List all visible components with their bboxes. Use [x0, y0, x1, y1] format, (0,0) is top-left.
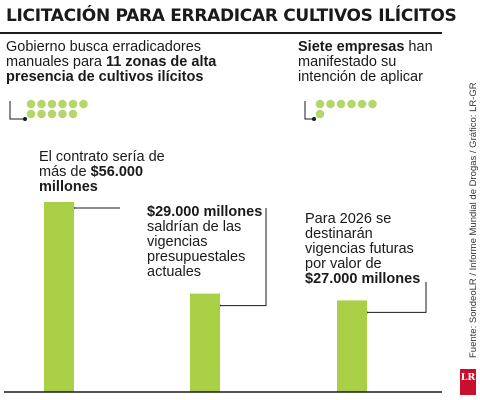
bar-annotation-contract: El contrato sería de más de $56.000 millon…	[39, 150, 165, 195]
text-run: Para 2026 se	[305, 211, 392, 227]
bar	[44, 202, 74, 392]
bracket-dot	[312, 117, 316, 121]
dot-marker	[315, 99, 325, 109]
text-line: destinarán	[305, 227, 420, 242]
dot-marker	[368, 99, 377, 109]
bracket-line	[304, 101, 314, 120]
text-run: por valor de	[305, 256, 382, 272]
leader-line	[365, 282, 427, 313]
text-line: por valor de	[305, 257, 420, 272]
title-divider	[0, 32, 442, 34]
text-line: manifestado su	[298, 55, 433, 70]
text-run: vigencias futuras	[305, 241, 414, 257]
dot-marker	[26, 99, 36, 109]
chart-title: LICITACIÓN PARA ERRADICAR CULTIVOS ILÍCI…	[6, 6, 457, 26]
text-run: han	[404, 39, 433, 55]
text-line: El contrato sería de	[39, 150, 165, 165]
text-run: Gobierno busca erradicadores	[6, 39, 202, 55]
dot-marker	[347, 99, 356, 109]
text-line: $27.000 millones	[305, 272, 420, 287]
bold-text: 11 zonas de alta	[105, 54, 217, 70]
text-line: presupuestales	[147, 250, 262, 265]
text-run: actuales	[147, 264, 202, 280]
source-note: Fuente: SondeoLR / Informe Mundial de Dr…	[468, 82, 479, 358]
bold-text: presencia de cultivos ilícitos	[6, 69, 204, 85]
bold-text: Siete empresas	[298, 39, 405, 55]
text-run: destinarán	[305, 226, 373, 242]
bracket-dot	[23, 117, 27, 121]
text-line: manuales para 11 zonas de alta	[6, 55, 216, 70]
text-run: intención de aplicar	[298, 69, 423, 85]
dot-marker	[326, 99, 335, 109]
text-line: millones	[39, 180, 165, 195]
text-line: vigencias	[147, 235, 262, 250]
bars	[44, 202, 367, 392]
bar-annotation-future-budget: Para 2026 se destinarán vigencias futuras p…	[305, 212, 420, 287]
dot-marker	[58, 109, 67, 119]
bold-text: $27.000 millones	[305, 271, 421, 287]
text-run: vigencias	[147, 234, 208, 250]
zones-text: Gobierno busca erradicadores manuales par…	[6, 40, 216, 85]
leader-line	[218, 208, 267, 307]
bar-annotation-current-budget: $29.000 millones saldrían de las vigencias…	[147, 205, 262, 280]
bar	[190, 293, 220, 392]
text-run: presupuestales	[147, 249, 246, 265]
dot-marker	[37, 99, 46, 109]
text-line: Gobierno busca erradicadores	[6, 40, 216, 55]
bold-text: millones	[39, 179, 98, 195]
text-line: actuales	[147, 265, 262, 280]
dot-marker	[47, 99, 57, 109]
text-line: $29.000 millones	[147, 205, 262, 220]
text-line: Para 2026 se	[305, 212, 420, 227]
dot-marker	[68, 109, 78, 119]
text-line: Siete empresas han	[298, 40, 433, 55]
text-line: saldrían de las	[147, 220, 262, 235]
dot-marker	[79, 99, 88, 109]
text-run: El contrato sería de	[39, 149, 165, 165]
text-run: más de	[39, 164, 91, 180]
dot-marker	[26, 109, 36, 119]
bar	[337, 300, 367, 392]
dot-marker	[357, 99, 367, 109]
dot-marker	[68, 99, 78, 109]
bold-text: $29.000 millones	[147, 204, 263, 220]
dot-marker	[58, 99, 67, 109]
text-line: más de $56.000	[39, 165, 165, 180]
dot-marker	[315, 109, 325, 119]
lr-logo: LR	[460, 369, 476, 395]
dot-marker	[336, 99, 346, 109]
companies-text: Siete empresas han manifestado su intenció…	[298, 40, 433, 85]
text-run: saldrían de las	[147, 219, 242, 235]
text-run: manuales para	[6, 54, 106, 70]
bracket-line	[9, 101, 25, 120]
text-line: presencia de cultivos ilícitos	[6, 70, 216, 85]
text-line: intención de aplicar	[298, 70, 433, 85]
text-line: vigencias futuras	[305, 242, 420, 257]
bold-text: $56.000	[90, 164, 144, 180]
dot-marker	[37, 109, 46, 119]
text-run: manifestado su	[298, 54, 397, 70]
dot-marker	[47, 109, 57, 119]
dot-groups	[9, 99, 377, 121]
